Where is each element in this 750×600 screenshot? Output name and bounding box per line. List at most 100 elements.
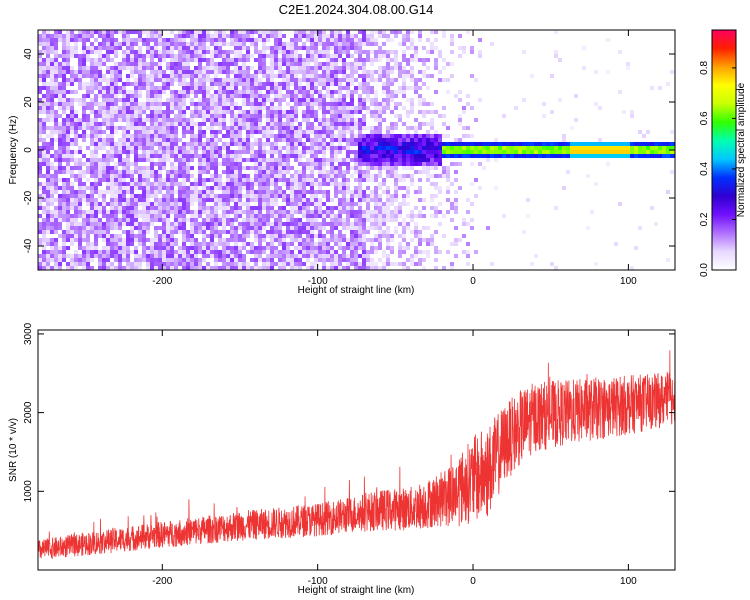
heatmap-cell	[258, 94, 262, 98]
heatmap-cell	[258, 242, 262, 246]
heatmap-cell	[90, 106, 94, 110]
heatmap-cell	[106, 34, 110, 38]
heatmap-cell	[50, 94, 54, 98]
heatmap-cell	[182, 46, 186, 50]
heatmap-cell	[50, 62, 54, 66]
heatmap-cell	[166, 178, 170, 182]
heatmap-cell	[318, 126, 322, 130]
heatmap-cell	[186, 62, 190, 66]
heatmap-cell	[190, 110, 194, 114]
heatmap-cell	[322, 34, 326, 38]
heatmap-cell	[286, 74, 290, 78]
heatmap-cell	[382, 214, 386, 218]
heatmap-cell	[102, 210, 106, 214]
heatmap-cell	[42, 74, 46, 78]
heatmap-cell	[150, 122, 154, 126]
heatmap-cell	[422, 58, 426, 62]
heatmap-cell	[206, 86, 210, 90]
heatmap-cell	[202, 118, 206, 122]
heatmap-cell	[414, 58, 418, 62]
heatmap-cell	[118, 238, 122, 242]
heatmap-cell	[290, 70, 294, 74]
heatmap-cell	[466, 222, 470, 226]
heatmap-cell	[230, 194, 234, 198]
heatmap-cell	[134, 38, 138, 42]
heatmap-cell	[346, 190, 350, 194]
heatmap-cell	[306, 94, 310, 98]
heatmap-cell	[238, 150, 242, 154]
heatmap-cell	[390, 90, 394, 94]
heatmap-cell	[126, 54, 130, 58]
heatmap-cell	[446, 78, 450, 82]
heatmap-cell	[410, 98, 414, 102]
heatmap-cell	[254, 214, 258, 218]
heatmap-cell	[66, 166, 70, 170]
heatmap-cell	[434, 230, 438, 234]
heatmap-cell	[62, 138, 66, 142]
heatmap-cell	[354, 222, 358, 226]
heatmap-cell	[318, 242, 322, 246]
heatmap-cell	[86, 34, 90, 38]
heatmap-cell	[366, 206, 370, 210]
heatmap-cell	[234, 206, 238, 210]
heatmap-cell	[230, 258, 234, 262]
heatmap-cell	[74, 218, 78, 222]
heatmap-cell	[122, 42, 126, 46]
heatmap-cell	[62, 74, 66, 78]
heatmap-cell	[130, 94, 134, 98]
heatmap-cell	[438, 146, 442, 150]
heatmap-cell	[102, 62, 106, 66]
heatmap-cell	[322, 174, 326, 178]
heatmap-cell	[286, 110, 290, 114]
heatmap-cell	[286, 214, 290, 218]
heatmap-cell	[358, 242, 362, 246]
heatmap-cell	[38, 182, 42, 186]
heatmap-cell	[274, 46, 278, 50]
heatmap-cell	[254, 190, 258, 194]
heatmap-cell	[318, 94, 322, 98]
heatmap-cell	[326, 62, 330, 66]
heatmap-cell	[198, 74, 202, 78]
heatmap-cell	[130, 122, 134, 126]
heatmap-cell	[242, 86, 246, 90]
heatmap-cell	[310, 70, 314, 74]
heatmap-cell	[278, 194, 282, 198]
heatmap-cell	[278, 226, 282, 230]
heatmap-cell	[258, 182, 262, 186]
heatmap-cell	[362, 246, 366, 250]
heatmap-cell	[58, 86, 62, 90]
heatmap-cell	[426, 142, 430, 146]
heatmap-cell	[86, 178, 90, 182]
heatmap-cell	[174, 242, 178, 246]
heatmap-cell	[386, 210, 390, 214]
heatmap-cell	[282, 50, 286, 54]
heatmap-cell	[154, 266, 158, 270]
heatmap-cell	[242, 186, 246, 190]
heatmap-cell	[222, 210, 226, 214]
heatmap-cell	[302, 242, 306, 246]
heatmap-cell	[226, 34, 230, 38]
heatmap-cell	[230, 182, 234, 186]
heatmap-cell	[86, 86, 90, 90]
heatmap-cell	[414, 230, 418, 234]
heatmap-cell	[374, 178, 378, 182]
heatmap-cell	[66, 46, 70, 50]
heatmap-cell	[46, 90, 50, 94]
heatmap-cell	[354, 110, 358, 114]
heatmap-cell	[306, 174, 310, 178]
heatmap-cell	[294, 198, 298, 202]
heatmap-cell	[178, 138, 182, 142]
heatmap-cell	[170, 46, 174, 50]
heatmap-cell	[370, 262, 374, 266]
heatmap-cell	[194, 218, 198, 222]
heatmap-cell	[346, 166, 350, 170]
heatmap-cell	[290, 106, 294, 110]
heatmap-cell	[250, 82, 254, 86]
heatmap-cell	[170, 266, 174, 270]
heatmap-cell	[310, 230, 314, 234]
heatmap-cell	[366, 166, 370, 170]
heatmap-cell	[242, 114, 246, 118]
heatmap-cell	[314, 254, 318, 258]
heatmap-cell	[382, 266, 386, 270]
heatmap-cell	[94, 126, 98, 130]
